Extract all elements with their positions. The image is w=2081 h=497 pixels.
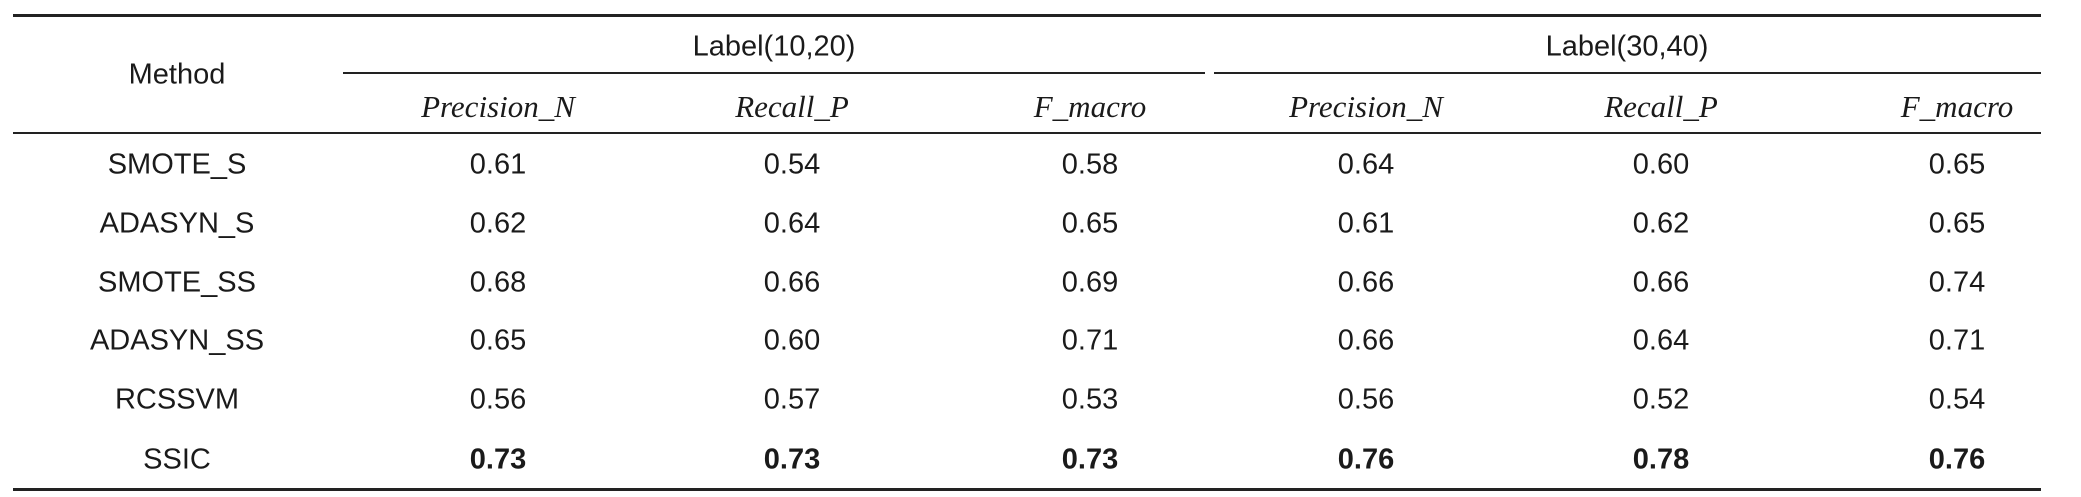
method-cell: RCSSVM	[114, 383, 240, 416]
method-cell: SMOTE_SS	[98, 266, 256, 299]
value-cell: 0.78	[1632, 443, 1690, 476]
value-cell: 0.62	[1632, 207, 1690, 240]
value-cell: 0.65	[469, 324, 527, 357]
bottom-rule	[13, 488, 2041, 491]
value-cell: 0.64	[763, 207, 821, 240]
value-cell: 0.60	[1632, 148, 1690, 181]
value-cell: 0.54	[1928, 383, 1986, 416]
value-cell: 0.58	[1061, 148, 1119, 181]
value-cell: 0.71	[1061, 324, 1119, 357]
value-cell: 0.62	[469, 207, 527, 240]
metric-header: Precision_N	[421, 89, 575, 124]
top-rule	[13, 14, 2041, 17]
metric-header: Recall_P	[735, 89, 849, 124]
value-cell: 0.68	[469, 266, 527, 299]
value-cell: 0.56	[1337, 383, 1395, 416]
value-cell: 0.76	[1928, 443, 1986, 476]
value-cell: 0.64	[1632, 324, 1690, 357]
value-cell: 0.57	[763, 383, 821, 416]
value-cell: 0.54	[763, 148, 821, 181]
group-rule	[343, 72, 1205, 74]
value-cell: 0.66	[763, 266, 821, 299]
metric-header: Recall_P	[1604, 89, 1718, 124]
method-cell: ADASYN_SS	[89, 324, 265, 357]
method-cell: SMOTE_S	[107, 148, 247, 181]
value-cell: 0.66	[1337, 266, 1395, 299]
value-cell: 0.71	[1928, 324, 1986, 357]
value-cell: 0.69	[1061, 266, 1119, 299]
group-rule	[1214, 72, 2041, 74]
metric-header: F_macro	[1900, 89, 2014, 124]
value-cell: 0.56	[469, 383, 527, 416]
metric-header: Precision_N	[1289, 89, 1443, 124]
group-header: Label(10,20)	[692, 30, 856, 63]
value-cell: 0.65	[1928, 148, 1986, 181]
value-cell: 0.76	[1337, 443, 1395, 476]
value-cell: 0.60	[763, 324, 821, 357]
value-cell: 0.65	[1061, 207, 1119, 240]
group-header: Label(30,40)	[1545, 30, 1709, 63]
value-cell: 0.73	[763, 443, 821, 476]
value-cell: 0.73	[469, 443, 527, 476]
value-cell: 0.61	[469, 148, 527, 181]
value-cell: 0.73	[1061, 443, 1119, 476]
value-cell: 0.61	[1337, 207, 1395, 240]
value-cell: 0.53	[1061, 383, 1119, 416]
value-cell: 0.65	[1928, 207, 1986, 240]
value-cell: 0.66	[1337, 324, 1395, 357]
value-cell: 0.52	[1632, 383, 1690, 416]
header-rule	[13, 132, 2041, 134]
value-cell: 0.66	[1632, 266, 1690, 299]
method-cell: SSIC	[143, 443, 211, 476]
method-cell: ADASYN_S	[99, 207, 255, 240]
metric-header: F_macro	[1033, 89, 1147, 124]
value-cell: 0.74	[1928, 266, 1986, 299]
value-cell: 0.64	[1337, 148, 1395, 181]
method-header: Method	[128, 58, 226, 91]
